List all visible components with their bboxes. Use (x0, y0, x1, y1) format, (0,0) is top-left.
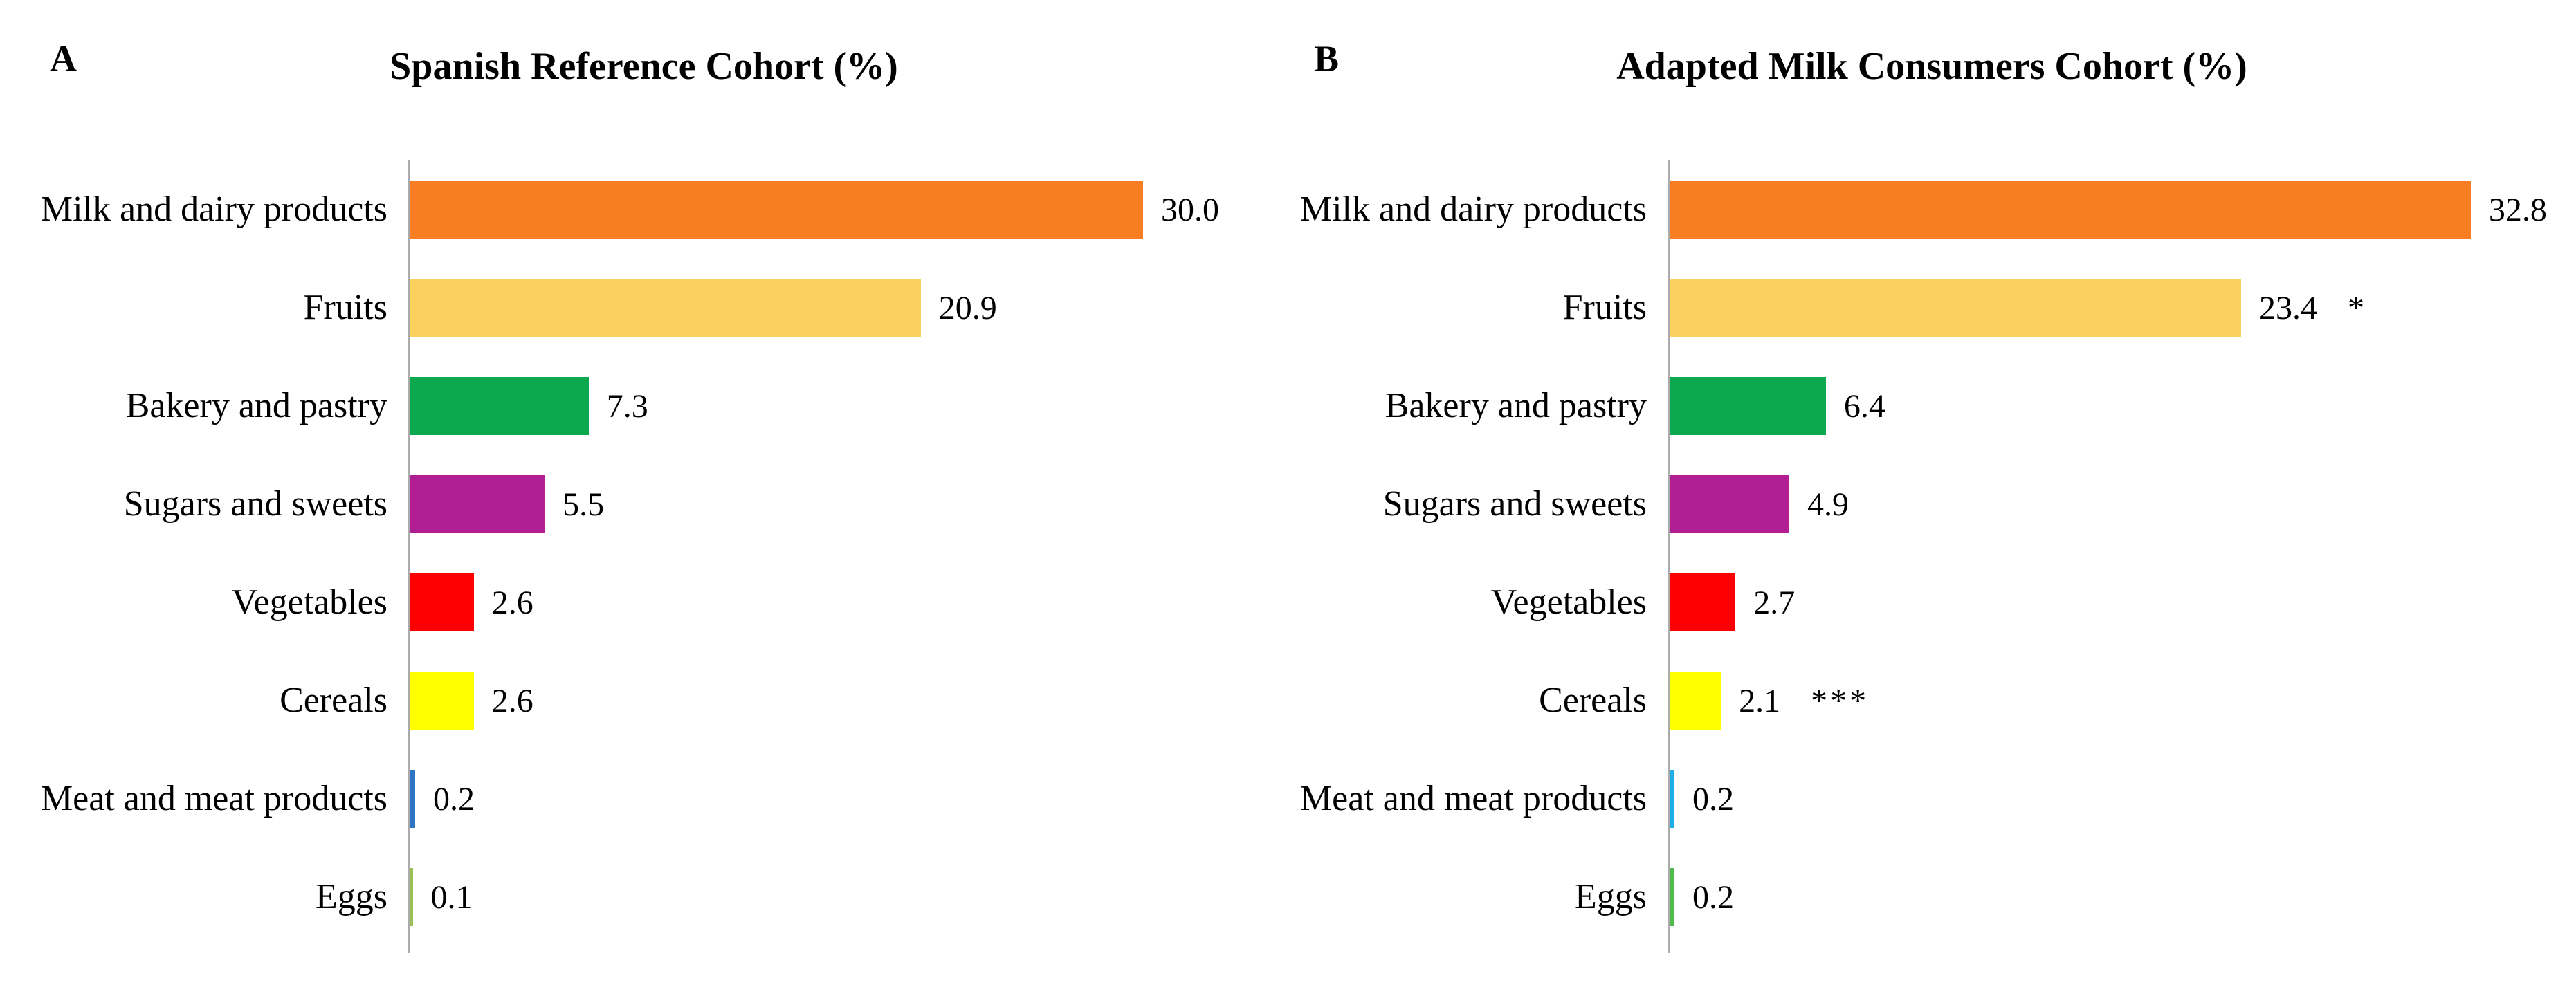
bar-area: 30.0 (408, 160, 1288, 259)
bar-row: Vegetables 2.7 (1288, 553, 2576, 652)
bar (410, 475, 545, 533)
bar-area: 0.2 (1668, 750, 2576, 848)
bar-area: 20.9 (408, 259, 1288, 357)
bar-row: Sugars and sweets 5.5 (0, 455, 1288, 553)
value-label: 2.6 (491, 584, 533, 621)
bar-row: Meat and meat products 0.2 (1288, 750, 2576, 848)
value-label: 5.5 (563, 486, 605, 523)
value-label: 20.9 (938, 289, 997, 326)
bar-area: 2.1 *** (1668, 652, 2576, 750)
value-label: 7.3 (606, 387, 648, 425)
bar (410, 672, 474, 730)
value-label: 2.6 (491, 682, 533, 719)
bar-row: Bakery and pastry 6.4 (1288, 357, 2576, 455)
value-label: 30.0 (1161, 191, 1219, 228)
bar (1670, 868, 1675, 926)
bar (1670, 181, 2471, 239)
bar (410, 279, 921, 337)
plot-area: Milk and dairy products 32.8 Fruits 23.4… (1288, 160, 2576, 946)
category-label: Meat and meat products (40, 778, 387, 818)
category-label: Milk and dairy products (40, 189, 387, 229)
bar (1670, 672, 1721, 730)
value-label: 0.1 (430, 878, 473, 916)
bar-area: 2.7 (1668, 553, 2576, 652)
value-label: 23.4 (2259, 289, 2318, 326)
bar-row: Eggs 0.2 (1288, 848, 2576, 946)
category-label: Fruits (303, 287, 387, 327)
value-label: 0.2 (1692, 878, 1735, 916)
bar-area: 2.6 (408, 652, 1288, 750)
category-label: Bakery and pastry (1385, 385, 1647, 425)
bar (1670, 475, 1789, 533)
value-label: 0.2 (1692, 780, 1735, 818)
panel-label-a: A (50, 38, 77, 80)
y-axis-line (408, 160, 410, 953)
panel-a: A Spanish Reference Cohort (%) Milk and … (0, 38, 1288, 953)
category-label: Meat and meat products (1299, 778, 1647, 818)
value-label: 4.9 (1807, 486, 1849, 523)
bar-area: 5.5 (408, 455, 1288, 553)
category-label: Cereals (1539, 680, 1647, 720)
bar-row: Meat and meat products 0.2 (0, 750, 1288, 848)
bar-row: Milk and dairy products 30.0 (0, 160, 1288, 259)
bar (410, 573, 474, 631)
value-label: 2.1 (1739, 682, 1781, 719)
significance-marker: * (2348, 289, 2368, 326)
panel-b: B Adapted Milk Consumers Cohort (%) Milk… (1288, 0, 2576, 987)
bar-row: Fruits 23.4 * (1288, 259, 2576, 357)
bar (1670, 377, 1826, 435)
value-label: 0.2 (433, 780, 475, 818)
category-label: Fruits (1562, 287, 1647, 327)
category-label: Bakery and pastry (125, 385, 387, 425)
chart-title-b: Adapted Milk Consumers Cohort (%) (1616, 45, 2247, 88)
bar (410, 377, 589, 435)
category-label: Eggs (1575, 876, 1647, 916)
value-label: 32.8 (2488, 191, 2547, 228)
bar-area: 32.8 (1668, 160, 2576, 259)
category-label: Cereals (280, 680, 387, 720)
category-label: Sugars and sweets (1382, 483, 1647, 524)
bar-row: Eggs 0.1 (0, 848, 1288, 946)
bar-row: Vegetables 2.6 (0, 553, 1288, 652)
significance-marker: *** (1811, 682, 1870, 719)
bar (1670, 770, 1675, 828)
bar (410, 770, 416, 828)
bar-row: Milk and dairy products 32.8 (1288, 160, 2576, 259)
category-label: Vegetables (231, 582, 387, 622)
category-label: Milk and dairy products (1299, 189, 1647, 229)
chart-title-a: Spanish Reference Cohort (%) (390, 45, 898, 88)
value-label: 2.7 (1753, 584, 1796, 621)
y-axis-line (1668, 160, 1670, 953)
value-label: 6.4 (1843, 387, 1885, 425)
category-label: Sugars and sweets (123, 483, 387, 524)
category-label: Eggs (316, 876, 387, 916)
bar-area: 4.9 (1668, 455, 2576, 553)
bar-area: 0.2 (408, 750, 1288, 848)
bar (1670, 279, 2242, 337)
bar-row: Sugars and sweets 4.9 (1288, 455, 2576, 553)
bar-area: 7.3 (408, 357, 1288, 455)
bar-area: 2.6 (408, 553, 1288, 652)
bar-row: Cereals 2.6 (0, 652, 1288, 750)
bar-area: 6.4 (1668, 357, 2576, 455)
panel-label-b: B (1314, 38, 1340, 80)
bar (1670, 573, 1736, 631)
bar (410, 868, 413, 926)
bar-row: Fruits 20.9 (0, 259, 1288, 357)
bar-area: 0.1 (408, 848, 1288, 946)
plot-area: Milk and dairy products 30.0 Fruits 20.9… (0, 160, 1288, 946)
bar-row: Cereals 2.1 *** (1288, 652, 2576, 750)
category-label: Vegetables (1490, 582, 1647, 622)
bar (410, 181, 1143, 239)
bar-row: Bakery and pastry 7.3 (0, 357, 1288, 455)
bar-area: 0.2 (1668, 848, 2576, 946)
bar-area: 23.4 * (1668, 259, 2576, 357)
